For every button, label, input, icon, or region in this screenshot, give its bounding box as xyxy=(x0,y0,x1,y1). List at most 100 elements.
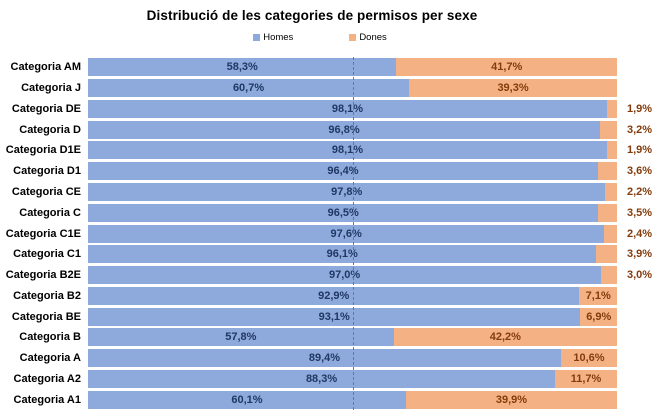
dones-bar-segment xyxy=(555,369,617,388)
dones-value-label: 2,4% xyxy=(627,227,653,240)
homes-bar-segment xyxy=(88,182,606,201)
category-label: Categoria CE xyxy=(11,185,81,198)
category-label: Categoria A2 xyxy=(13,372,81,385)
homes-value-label: 98,1% xyxy=(331,144,364,157)
legend-label-dones: Dones xyxy=(359,32,387,43)
chart-row: Categoria C1E 97,6% 2,4% xyxy=(0,223,656,244)
homes-value-label: 58,3% xyxy=(226,61,258,74)
dones-bar-segment xyxy=(579,286,617,305)
homes-bar-segment xyxy=(88,245,597,264)
chart-row: Categoria B2 92,9% 7,1% xyxy=(0,285,656,306)
dones-bar-segment xyxy=(606,141,617,160)
homes-bar-segment xyxy=(88,286,580,305)
homes-value-label: 60,1% xyxy=(231,393,263,406)
chart-row: Categoria CE 97,8% 2,2% xyxy=(0,182,656,203)
homes-value-label: 89,4% xyxy=(308,352,341,365)
dones-value-label: 39,3% xyxy=(497,82,529,95)
dones-bar-segment xyxy=(601,266,617,285)
bar-track: 96,8% 3,2% xyxy=(88,120,652,139)
dones-value-label: 6,9% xyxy=(586,310,612,323)
chart-row: Categoria D 96,8% 3,2% xyxy=(0,119,656,140)
homes-bar-segment xyxy=(88,224,605,243)
chart-row: Categoria A1 60,1% 39,9% xyxy=(0,389,656,410)
homes-value-label: 88,3% xyxy=(305,372,338,385)
dones-bar-segment xyxy=(596,245,617,264)
dones-legend-swatch-icon xyxy=(349,34,357,41)
dones-bar-segment xyxy=(605,182,617,201)
dones-value-label: 3,0% xyxy=(627,269,653,282)
homes-bar-segment xyxy=(88,266,602,285)
homes-bar-segment xyxy=(88,203,599,222)
dones-value-label: 39,9% xyxy=(495,393,528,406)
dones-value-label: 42,2% xyxy=(489,331,521,344)
bar-track: 96,5% 3,5% xyxy=(88,203,652,222)
dones-bar-segment xyxy=(580,307,617,326)
homes-value-label: 97,8% xyxy=(331,185,363,198)
chart-row: Categoria BE 93,1% 6,9% xyxy=(0,306,656,327)
chart-row: Categoria D1E 98,1% 1,9% xyxy=(0,140,656,161)
chart-legend: Homes Dones xyxy=(0,32,640,43)
bar-track: 93,1% 6,9% xyxy=(88,307,617,326)
bar-track: 97,6% 2,4% xyxy=(88,224,652,243)
dones-value-label: 11,7% xyxy=(570,372,602,385)
homes-bar-segment xyxy=(88,307,581,326)
dones-value-label: 1,9% xyxy=(627,144,653,157)
bar-track: 57,8% 42,2% xyxy=(88,328,617,347)
chart-row: Categoria B2E 97,0% 3,0% xyxy=(0,265,656,286)
reference-line-50pct xyxy=(352,57,354,410)
homes-bar-segment xyxy=(88,349,561,368)
dones-bar-segment xyxy=(600,120,617,139)
homes-value-label: 96,5% xyxy=(327,206,359,219)
dones-value-label: 10,6% xyxy=(573,352,605,365)
plot-area: Categoria AM 58,3% 41,7% Categoria J 60,7% 39… xyxy=(0,57,656,410)
category-label: Categoria B2E xyxy=(5,269,81,282)
bar-track: 60,7% 39,3% xyxy=(88,79,617,98)
homes-value-label: 96,4% xyxy=(327,165,359,178)
dones-bar-segment xyxy=(393,328,617,347)
chart-row: Categoria A2 88,3% 11,7% xyxy=(0,368,656,389)
dones-bar-segment xyxy=(560,349,617,368)
bar-track: 92,9% 7,1% xyxy=(88,286,617,305)
homes-value-label: 96,8% xyxy=(328,123,360,136)
chart-row: Categoria AM 58,3% 41,7% xyxy=(0,57,656,78)
dones-bar-segment xyxy=(606,99,617,118)
dones-value-label: 3,6% xyxy=(627,165,653,178)
dones-value-label: 41,7% xyxy=(491,61,523,74)
chart-row: Categoria D1 96,4% 3,6% xyxy=(0,161,656,182)
bar-track: 98,1% 1,9% xyxy=(88,99,652,118)
dones-value-label: 7,1% xyxy=(585,289,611,302)
homes-bar-segment xyxy=(88,99,607,118)
bar-track: 58,3% 41,7% xyxy=(88,58,617,77)
dones-value-label: 2,2% xyxy=(627,185,653,198)
category-label: Categoria B2 xyxy=(13,289,81,302)
homes-value-label: 92,9% xyxy=(318,289,350,302)
bars-region: Categoria AM 58,3% 41,7% Categoria J 60,7% 39… xyxy=(0,57,656,410)
homes-value-label: 97,0% xyxy=(328,269,361,282)
category-label: Categoria AM xyxy=(10,61,82,74)
category-label: Categoria D1 xyxy=(13,165,81,178)
dones-bar-segment xyxy=(409,79,617,98)
homes-value-label: 98,1% xyxy=(331,102,364,115)
dones-bar-segment xyxy=(405,390,617,409)
category-label: Categoria A xyxy=(19,352,81,365)
category-label: Categoria J xyxy=(21,82,81,95)
bar-track: 96,4% 3,6% xyxy=(88,162,652,181)
dones-value-label: 3,5% xyxy=(627,206,653,219)
category-label: Categoria D1E xyxy=(5,144,81,157)
dones-value-label: 3,2% xyxy=(627,123,653,136)
category-label: Categoria C xyxy=(19,206,81,219)
chart-title: Distribució de les categories de permiso… xyxy=(146,8,478,23)
bar-track: 88,3% 11,7% xyxy=(88,369,617,388)
bar-track: 97,8% 2,2% xyxy=(88,182,652,201)
homes-bar-segment xyxy=(88,328,394,347)
homes-bar-segment xyxy=(88,369,556,388)
homes-bar-segment xyxy=(88,390,406,409)
legend-label-homes: Homes xyxy=(263,32,294,43)
category-label: Categoria BE xyxy=(11,310,81,323)
homes-bar-segment xyxy=(88,58,397,77)
category-label: Categoria D xyxy=(19,123,81,136)
legend-item-dones: Dones xyxy=(349,32,387,43)
category-label: Categoria DE xyxy=(11,102,81,115)
bar-track: 89,4% 10,6% xyxy=(88,349,617,368)
